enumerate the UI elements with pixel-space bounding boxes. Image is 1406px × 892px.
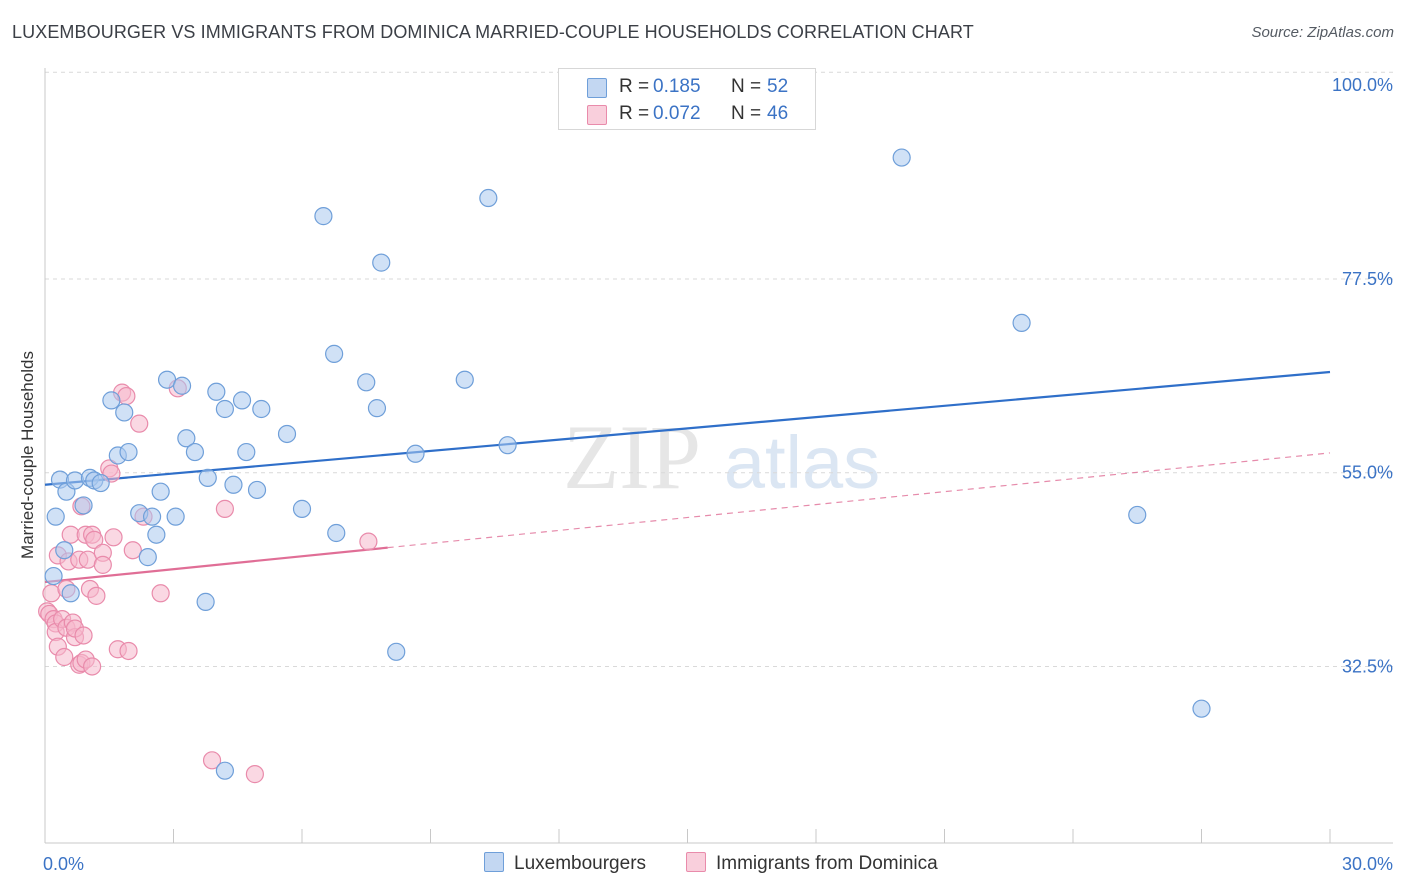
point-dominica: [74, 626, 93, 645]
r-value: 0.185: [653, 76, 701, 97]
point-luxembourgers: [142, 507, 162, 526]
point-dominica: [85, 530, 104, 549]
point-luxembourgers: [166, 507, 185, 526]
watermark-zip: ZIP: [563, 406, 701, 508]
trend-lines: [44, 370, 1331, 584]
trend-line-luxembourgers: [44, 370, 1331, 486]
point-dominica: [87, 586, 106, 605]
chart-title: LUXEMBOURGER VS IMMIGRANTS FROM DOMINICA…: [12, 22, 974, 42]
point-dominica: [123, 541, 142, 560]
point-luxembourgers: [119, 442, 138, 462]
point-dominica: [55, 647, 74, 667]
point-luxembourgers: [327, 523, 346, 543]
point-luxembourgers: [215, 399, 234, 419]
point-luxembourgers: [479, 188, 498, 208]
n-label: N =: [731, 103, 762, 124]
point-luxembourgers: [357, 373, 376, 392]
point-dominica: [359, 532, 378, 551]
point-luxembourgers: [74, 496, 93, 515]
point-luxembourgers: [185, 442, 205, 462]
legend-item-dominica[interactable]: Immigrants from Dominica: [686, 852, 938, 875]
r-label: R =: [619, 103, 650, 124]
y-tick-label: 77.5%: [1342, 269, 1393, 289]
legend-swatch-pink: [686, 852, 706, 872]
y-tick-label: 32.5%: [1342, 656, 1393, 676]
point-luxembourgers: [314, 207, 333, 226]
point-luxembourgers: [198, 468, 217, 487]
point-luxembourgers: [372, 253, 391, 272]
r-value: 0.072: [653, 103, 701, 124]
watermark: ZIP atlas: [563, 406, 880, 508]
point-luxembourgers: [115, 403, 134, 422]
point-luxembourgers: [498, 436, 517, 455]
point-luxembourgers: [65, 471, 85, 490]
point-dominica: [130, 414, 149, 433]
legend-swatch-pink: [587, 105, 607, 125]
point-dominica: [202, 751, 222, 770]
point-dominica: [104, 528, 123, 547]
point-dominica: [215, 499, 234, 518]
r-label: R =: [619, 76, 650, 97]
point-luxembourgers: [91, 473, 110, 493]
point-luxembourgers: [215, 761, 234, 780]
point-luxembourgers: [55, 541, 74, 560]
y-tick-label: 55.0%: [1342, 463, 1393, 483]
point-dominica: [42, 584, 61, 603]
stats-legend: R = 0.185 N = 52 R = 0.072 N = 46: [558, 68, 816, 130]
y-tick-label: 100.0%: [1332, 75, 1393, 95]
point-luxembourgers: [151, 482, 170, 501]
point-luxembourgers: [44, 566, 63, 586]
point-luxembourgers: [207, 382, 226, 401]
n-value: 52: [767, 76, 789, 97]
point-luxembourgers: [455, 370, 474, 389]
trend-line-dominica: [44, 546, 388, 584]
point-luxembourgers: [1128, 505, 1147, 525]
tick-labels: 32.5% 55.0% 77.5% 100.0% 0.0% 30.0%: [43, 75, 1393, 874]
point-luxembourgers: [387, 642, 406, 661]
point-luxembourgers: [406, 444, 425, 463]
point-luxembourgers: [892, 148, 911, 167]
point-luxembourgers: [1192, 699, 1211, 718]
point-luxembourgers: [247, 480, 267, 500]
trend-line-dominica-extension: [387, 452, 1331, 549]
n-value: 46: [767, 103, 789, 124]
point-luxembourgers: [224, 475, 243, 494]
point-luxembourgers: [292, 499, 312, 518]
point-luxembourgers: [277, 424, 297, 444]
legend-label: Immigrants from Dominica: [716, 853, 938, 874]
point-luxembourgers: [237, 442, 256, 462]
point-luxembourgers: [147, 525, 166, 544]
point-luxembourgers: [177, 429, 196, 448]
legend-swatch-blue: [484, 852, 504, 872]
point-luxembourgers: [1012, 313, 1031, 332]
point-dominica: [117, 386, 136, 406]
point-luxembourgers: [138, 548, 157, 567]
legend-swatch-blue: [587, 78, 607, 98]
legend-item-luxembourgers[interactable]: Luxembourgers: [484, 852, 646, 875]
source-credit: Source: ZipAtlas.com: [1251, 24, 1394, 41]
point-luxembourgers: [196, 592, 215, 611]
point-dominica: [245, 765, 264, 784]
point-luxembourgers: [232, 391, 252, 410]
n-label: N =: [731, 76, 762, 97]
point-luxembourgers: [61, 584, 80, 603]
watermark-atlas: atlas: [724, 421, 880, 504]
point-luxembourgers: [102, 391, 121, 410]
point-luxembourgers: [46, 507, 65, 526]
point-dominica: [151, 584, 170, 603]
x-tick-label: 30.0%: [1342, 854, 1393, 874]
gridlines: [45, 71, 1393, 667]
point-dominica: [93, 555, 112, 574]
axes: [44, 68, 1393, 844]
point-dominica: [83, 657, 102, 676]
point-luxembourgers: [252, 399, 271, 419]
data-points: [38, 148, 1211, 784]
point-luxembourgers: [325, 344, 344, 363]
point-luxembourgers: [172, 376, 192, 395]
legend-label: Luxembourgers: [514, 853, 647, 874]
x-tick-label: 0.0%: [43, 854, 84, 874]
point-dominica: [119, 641, 138, 661]
point-luxembourgers: [367, 399, 387, 418]
